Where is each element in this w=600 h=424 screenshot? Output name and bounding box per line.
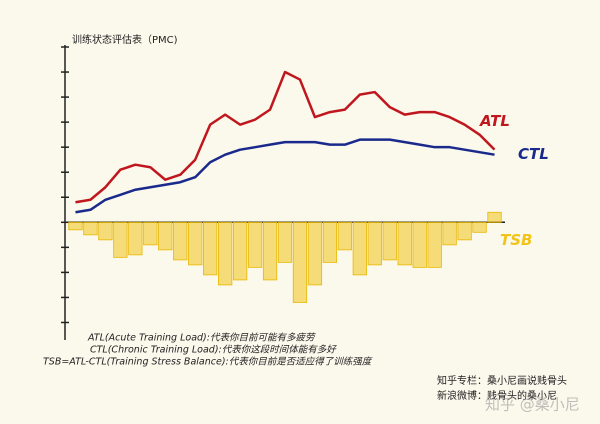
bar [68, 221, 83, 231]
bar [158, 221, 173, 251]
series-label: TSB [500, 231, 532, 249]
note: ATL(Acute Training Load):代表你目前可能有多疲劳 [87, 332, 316, 344]
bar [457, 221, 472, 241]
bar [382, 221, 397, 261]
note: TSB=ATL-CTL(Training Stress Balance):代表你… [43, 356, 373, 368]
note: CTL(Chronic Training Load):代表你这段时间体能有多好 [90, 344, 337, 356]
bar [427, 221, 442, 268]
series-label: CTL [518, 145, 549, 163]
credit: 新浪微博：贱骨头的桑小尼 [437, 389, 557, 402]
bar [262, 221, 278, 281]
bar [412, 221, 427, 268]
bar [203, 221, 218, 276]
chart-title: 训练状态评估表（PMC) [72, 33, 178, 46]
line [75, 138, 495, 214]
bar [442, 221, 457, 246]
bar [143, 221, 158, 246]
credit: 知乎专栏：桑小尼画说贱骨头 [437, 374, 567, 387]
bar [173, 221, 188, 261]
bar [232, 221, 248, 281]
line [75, 70, 496, 204]
bar [307, 221, 323, 286]
series-label: ATL [479, 112, 510, 130]
bar [277, 221, 293, 263]
bar [397, 221, 412, 266]
watermark: 知乎 @桑小尼 [485, 396, 580, 414]
bar [352, 221, 367, 276]
bar [113, 221, 128, 258]
bar [98, 221, 113, 241]
bar [83, 221, 98, 236]
bar [128, 221, 143, 256]
bar [337, 221, 352, 251]
bar [247, 221, 263, 268]
bar [367, 221, 382, 266]
bar [218, 221, 233, 286]
bar [322, 221, 338, 263]
bar [188, 221, 203, 266]
bar [487, 211, 502, 223]
bar [472, 221, 487, 233]
bar [292, 221, 308, 303]
